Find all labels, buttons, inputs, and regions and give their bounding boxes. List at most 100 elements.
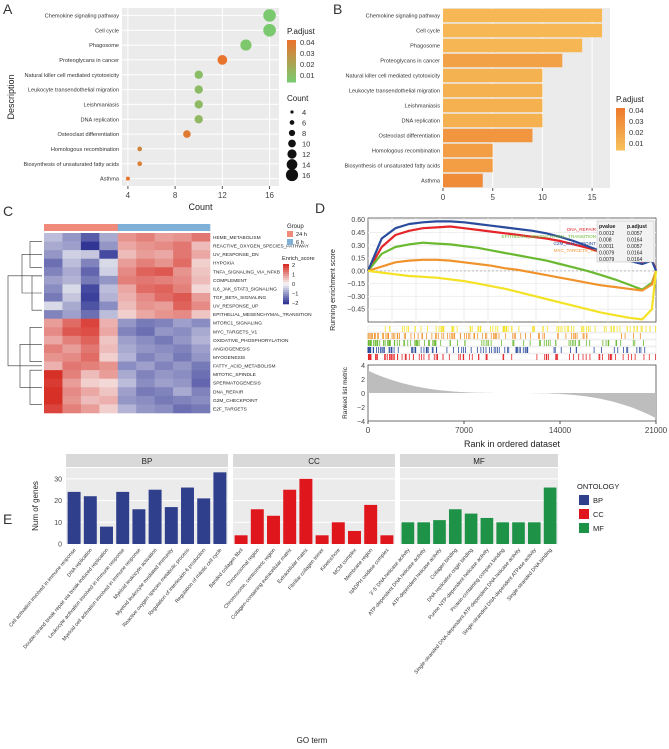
panel-a-color-legend-swatch xyxy=(287,61,296,64)
panel-a-y-axis-label: Description xyxy=(6,74,16,119)
panel-b-color-legend-title: P.adjust xyxy=(616,95,645,104)
panel-a-size-legend-dot xyxy=(288,139,296,148)
panel-e-tick-label-y: 30 xyxy=(54,476,62,483)
panel-d-table-cell: 0.0011 xyxy=(599,244,614,250)
panel-c-heatmap-cell xyxy=(173,327,192,337)
panel-e-bar xyxy=(380,535,394,544)
panel-c-heatmap-cell xyxy=(99,361,119,371)
panel-d-tick-label-y: 0.30 xyxy=(351,243,365,250)
panel-d-tick-label-y: 0.60 xyxy=(351,217,365,224)
panel-c-heatmap-cell xyxy=(191,370,211,380)
panel-b-bar xyxy=(443,98,543,113)
panel-d-tick-label-x: 21000 xyxy=(645,426,668,435)
panel-c-heatmap-cell xyxy=(136,353,155,362)
panel-c-heatmap-cell xyxy=(80,361,100,371)
panel-a-category-label: Leukocyte transendothelial migration xyxy=(28,88,119,94)
panel-c-heatmap-cell xyxy=(173,361,192,371)
panel-b-color-legend-tick: 0.03 xyxy=(629,117,644,126)
panel-c-heatmap-cell xyxy=(80,318,100,328)
panel-a-point xyxy=(125,176,130,181)
panel-b-bar xyxy=(443,83,543,98)
panel-e-bar xyxy=(299,478,313,544)
panel-e-tick-label-y: 20 xyxy=(54,498,62,505)
panel-e-bar xyxy=(164,507,178,544)
panel-a-color-legend-swatch xyxy=(287,67,296,70)
panel-b-color-legend-swatch xyxy=(616,139,625,143)
panel-c-heatmap-cell xyxy=(191,267,211,277)
panel-e-bar xyxy=(496,522,510,544)
panel-c-heatmap-cell xyxy=(62,241,82,251)
panel-c-heatmap-cell xyxy=(117,404,137,414)
panel-b-color-legend-swatch xyxy=(616,118,625,122)
panel-c-heatmap-cell xyxy=(117,361,137,371)
panel-a-point xyxy=(194,85,203,94)
panel-c-heatmap-cell xyxy=(44,310,63,320)
panel-a-color-legend-swatch xyxy=(287,52,296,56)
panel-a-color-legend-swatch xyxy=(287,48,296,51)
panel-b-bar xyxy=(443,23,603,38)
panel-c-heatmap-cell xyxy=(191,344,211,354)
panel-c-heatmap-cell xyxy=(80,387,100,397)
panel-e-bar xyxy=(181,487,194,544)
panel-c-heatmap-cell xyxy=(191,335,211,345)
panel-c-heatmap-cell xyxy=(62,258,82,268)
panel-d-tick-label-y: −0.45 xyxy=(347,307,365,314)
panel-d-table-header: p.adjust xyxy=(627,224,647,230)
panel-c-heatmap-cell xyxy=(154,258,174,268)
panel-c-row-label: MTORC1_SIGNALING xyxy=(213,321,262,327)
panel-a-point xyxy=(137,146,143,152)
panel-c-group-annotation xyxy=(44,224,63,231)
panel-d-table-cell: 0.0164 xyxy=(627,238,643,244)
panel-c-heatmap-cell xyxy=(80,267,100,277)
panel-label-e: E xyxy=(3,511,12,527)
panel-c-heatmap-cell xyxy=(99,241,119,251)
panel-c-heatmap-cell xyxy=(99,293,119,302)
panel-e-bar xyxy=(464,513,478,544)
panel-e-legend-label: MF xyxy=(593,524,604,533)
panel-e-bar xyxy=(283,489,297,544)
panel-a-size-legend-tick: 14 xyxy=(302,161,310,170)
panel-e-facet-strip xyxy=(400,454,558,467)
panel-c-heatmap-cell xyxy=(154,404,174,414)
panel-c-heatmap-cell xyxy=(173,275,192,285)
panel-b-bar xyxy=(443,53,563,68)
panel-b-tick-label-x: 5 xyxy=(490,193,495,202)
panel-a-color-legend-swatch xyxy=(287,54,296,58)
panel-c-heatmap-cell xyxy=(117,353,137,362)
panel-a-size-legend-tick: 12 xyxy=(302,150,310,159)
panel-c-heatmap-cell xyxy=(62,233,82,242)
panel-b-category-label: Biosynthesis of unsaturated fatty acids xyxy=(345,164,441,170)
panel-e-bar xyxy=(132,509,146,544)
panel-c-heatmap-cell xyxy=(191,404,211,414)
panel-b-category-label: DNA replication xyxy=(401,119,440,125)
panel-d-table-bg xyxy=(596,220,655,263)
panel-a-size-legend-dot xyxy=(287,149,297,159)
panel-c-heatmap-cell xyxy=(62,284,82,294)
panel-c-heatmap-cell xyxy=(173,378,192,388)
panel-c-score-legend-swatch xyxy=(283,276,289,279)
panel-a-size-legend-dot xyxy=(285,168,299,182)
panel-c-heatmap-cell xyxy=(136,335,155,345)
panel-c-heatmap-cell xyxy=(117,241,137,251)
panel-e-bar xyxy=(331,522,345,544)
panel-c-heatmap-cell xyxy=(136,387,155,397)
panel-a-color-legend-swatch xyxy=(287,77,296,81)
panel-c-heatmap-cell xyxy=(44,335,63,345)
panel-a-color-legend-tick: 0.01 xyxy=(300,71,315,80)
panel-a-tick-label-x: 12 xyxy=(218,191,227,200)
panel-c-row-label: HYPOXIA xyxy=(213,261,235,267)
panel-b-color-legend-swatch xyxy=(616,120,625,124)
panel-c-heatmap-cell xyxy=(173,318,192,328)
panel-c-heatmap-cell xyxy=(191,284,211,294)
panel-b-category-label: Leukocyte transendothelial migration xyxy=(349,89,440,95)
panel-d-tick-label-y: 0.00 xyxy=(351,268,365,275)
panel-b-bar xyxy=(443,38,583,53)
panel-a-tick-label-x: 4 xyxy=(126,191,131,200)
panel-c-heatmap-cell xyxy=(80,344,100,354)
panel-c-heatmap-cell xyxy=(62,335,82,345)
panel-b-color-legend-tick: 0.01 xyxy=(629,139,644,148)
panel-d-tick-label-x: 7000 xyxy=(455,426,473,435)
panel-c-heatmap-cell xyxy=(62,370,82,380)
panel-d-table-header: pvalue xyxy=(599,224,616,230)
